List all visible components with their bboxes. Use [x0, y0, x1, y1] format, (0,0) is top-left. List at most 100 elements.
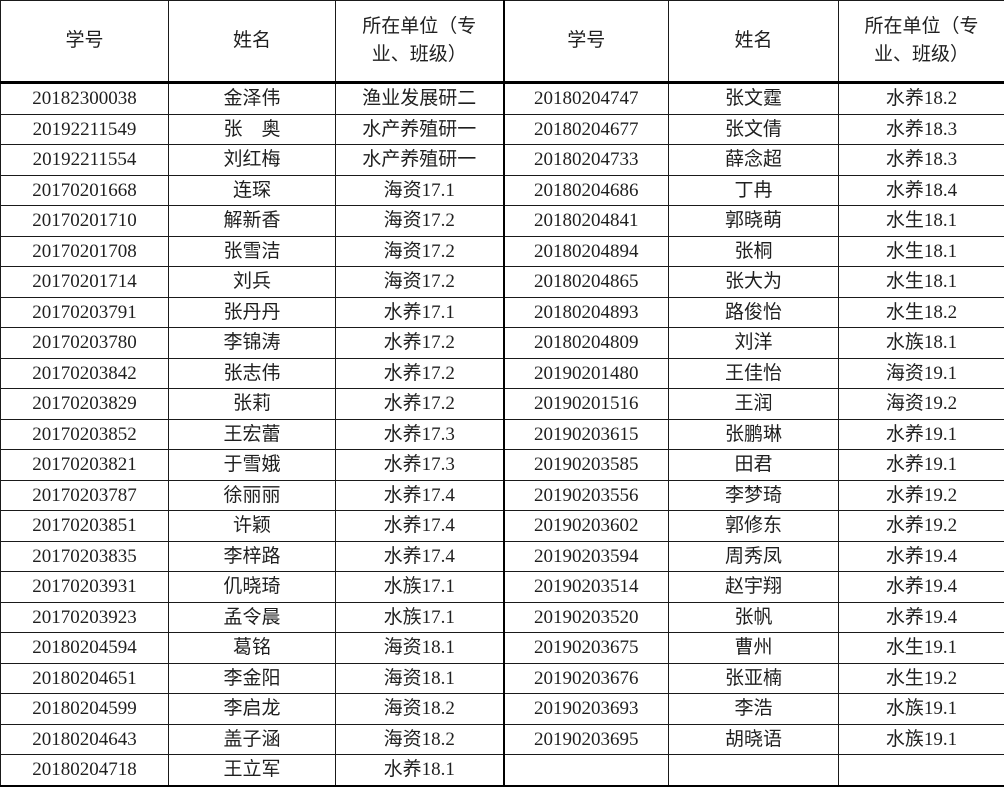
name-cell: 张帆: [668, 601, 839, 633]
name-cell: 田君: [668, 449, 839, 481]
student-id-cell: 20180204865: [503, 266, 669, 298]
table-row: 20170203851 许颖 水养17.4 20190203602 郭修东 水养19.2: [0, 510, 1004, 542]
name-cell: 赵宇翔: [668, 571, 839, 603]
table-row: 20170201708 张雪洁 海资17.2 20180204894 张桐 水生18.1: [0, 235, 1004, 267]
unit-cell: 海资19.2: [838, 388, 1004, 420]
table-row: 20170203852 王宏蕾 水养17.3 20190203615 张鹏琳 水养19.1: [0, 418, 1004, 450]
unit-cell: [838, 754, 1004, 787]
unit-cell: 水养19.4: [838, 601, 1004, 633]
name-cell: 刘洋: [668, 327, 839, 359]
name-cell: 张 奥: [168, 113, 336, 145]
table-row: 20170203923 孟令晨 水族17.1 20190203520 张帆 水养19.4: [0, 601, 1004, 633]
name-cell: 胡晓语: [668, 723, 839, 755]
name-cell: 孟令晨: [168, 601, 336, 633]
name-cell: 刘兵: [168, 266, 336, 298]
student-id-cell: 20170201708: [0, 235, 169, 267]
name-cell: 张亚楠: [668, 662, 839, 694]
student-id-cell: [503, 754, 669, 787]
unit-cell: 水生18.1: [838, 235, 1004, 267]
table-header: 学号 姓名 所在单位（专业、班级） 学号 姓名 所在单位（专业、班级）: [0, 0, 1004, 84]
student-id-cell: 20170203829: [0, 388, 169, 420]
unit-cell: 海资17.2: [335, 235, 505, 267]
unit-cell: 水生18.1: [838, 266, 1004, 298]
unit-cell: 水养17.1: [335, 296, 505, 328]
header-student-id-left: 学号: [0, 0, 169, 84]
unit-cell: 水生19.2: [838, 662, 1004, 694]
table-row: 20170203842 张志伟 水养17.2 20190201480 王佳怡 海资19.1: [0, 357, 1004, 389]
table-row: 20170203829 张莉 水养17.2 20190201516 王润 海资19.2: [0, 388, 1004, 420]
unit-cell: 水养18.3: [838, 144, 1004, 176]
table-row: 20170203835 李梓路 水养17.4 20190203594 周秀凤 水养19.4: [0, 540, 1004, 572]
name-cell: 徐丽丽: [168, 479, 336, 511]
student-id-cell: 20190203514: [503, 571, 669, 603]
name-cell: 薛念超: [668, 144, 839, 176]
unit-cell: 水生18.1: [838, 205, 1004, 237]
unit-cell: 水族19.1: [838, 693, 1004, 725]
unit-cell: 水养19.4: [838, 540, 1004, 572]
name-cell: 葛铭: [168, 632, 336, 664]
header-row: 学号 姓名 所在单位（专业、班级） 学号 姓名 所在单位（专业、班级）: [0, 0, 1004, 84]
name-cell: 曹州: [668, 632, 839, 664]
name-cell: 路俊怡: [668, 296, 839, 328]
table-body: 20182300038 金泽伟 渔业发展研二 20180204747 张文霆 水养18.2…: [0, 82, 1004, 787]
unit-cell: 水养18.1: [335, 754, 505, 787]
student-id-cell: 20190203676: [503, 662, 669, 694]
table-row: 20180204718 王立军 水养18.1: [0, 754, 1004, 787]
table-row: 20180204643 盖子涵 海资18.2 20190203695 胡晓语 水族19.1: [0, 723, 1004, 755]
table-row: 20170203821 于雪娥 水养17.3 20190203585 田君 水养19.1: [0, 449, 1004, 481]
name-cell: 李锦涛: [168, 327, 336, 359]
unit-cell: 海资17.2: [335, 205, 505, 237]
unit-cell: 水养17.4: [335, 510, 505, 542]
student-id-cell: 20180204894: [503, 235, 669, 267]
unit-cell: 水养17.3: [335, 418, 505, 450]
student-id-cell: 20170203852: [0, 418, 169, 450]
name-cell: 王立军: [168, 754, 336, 787]
name-cell: 张大为: [668, 266, 839, 298]
student-id-cell: 20170203923: [0, 601, 169, 633]
unit-cell: 水养17.2: [335, 327, 505, 359]
unit-cell: 水养19.1: [838, 449, 1004, 481]
name-cell: 李梓路: [168, 540, 336, 572]
unit-cell: 海资18.1: [335, 632, 505, 664]
student-id-cell: 20190203520: [503, 601, 669, 633]
student-id-cell: 20190203585: [503, 449, 669, 481]
name-cell: 连琛: [168, 174, 336, 206]
student-id-cell: 20170203787: [0, 479, 169, 511]
name-cell: 丁冉: [668, 174, 839, 206]
table-row: 20170203791 张丹丹 水养17.1 20180204893 路俊怡 水生18.2: [0, 296, 1004, 328]
table-row: 20192211554 刘红梅 水产养殖研一 20180204733 薛念超 水养18.3: [0, 144, 1004, 176]
table-row: 20170201668 连琛 海资17.1 20180204686 丁冉 水养18.4: [0, 174, 1004, 206]
student-id-cell: 20180204718: [0, 754, 169, 787]
student-id-cell: 20170203842: [0, 357, 169, 389]
student-id-cell: 20190203556: [503, 479, 669, 511]
student-id-cell: 20190203602: [503, 510, 669, 542]
unit-cell: 渔业发展研二: [335, 82, 505, 115]
unit-cell: 海资18.2: [335, 723, 505, 755]
name-cell: 李金阳: [168, 662, 336, 694]
table-row: 20180204594 葛铭 海资18.1 20190203675 曹州 水生19.1: [0, 632, 1004, 664]
student-id-cell: 20170201668: [0, 174, 169, 206]
unit-cell: 水养17.4: [335, 479, 505, 511]
student-id-cell: 20190201516: [503, 388, 669, 420]
name-cell: 张文倩: [668, 113, 839, 145]
name-cell: 张丹丹: [168, 296, 336, 328]
table-row: 20180204599 李启龙 海资18.2 20190203693 李浩 水族19.1: [0, 693, 1004, 725]
name-cell: 金泽伟: [168, 82, 336, 115]
name-cell: 李浩: [668, 693, 839, 725]
name-cell: 张鹏琳: [668, 418, 839, 450]
header-unit-right: 所在单位（专业、班级）: [838, 0, 1004, 84]
student-id-cell: 20180204809: [503, 327, 669, 359]
name-cell: 张雪洁: [168, 235, 336, 267]
name-cell: 郭晓萌: [668, 205, 839, 237]
unit-cell: 水生19.1: [838, 632, 1004, 664]
student-id-cell: 20192211554: [0, 144, 169, 176]
student-id-cell: 20180204643: [0, 723, 169, 755]
unit-cell: 水养17.2: [335, 357, 505, 389]
table-row: 20192211549 张 奥水产养殖研一 20180204677 张文倩 水养18.3: [0, 113, 1004, 145]
name-cell: 解新香: [168, 205, 336, 237]
table-row: 20170203787 徐丽丽 水养17.4 20190203556 李梦琦 水养19.2: [0, 479, 1004, 511]
unit-cell: 海资18.1: [335, 662, 505, 694]
student-id-cell: 20170203780: [0, 327, 169, 359]
student-id-cell: 20180204893: [503, 296, 669, 328]
